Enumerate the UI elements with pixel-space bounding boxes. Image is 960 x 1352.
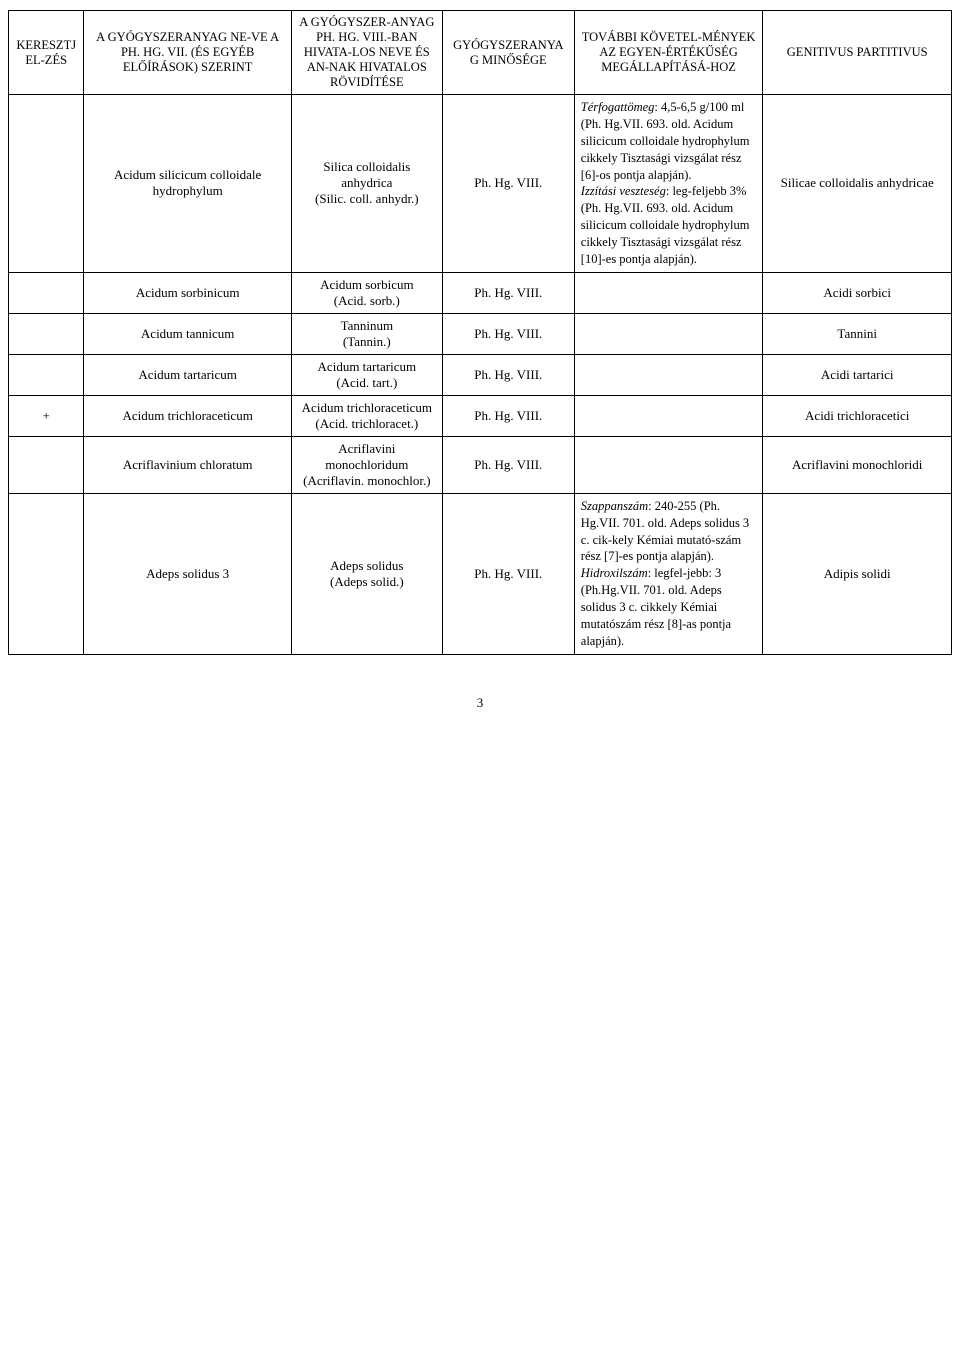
cell-genitivus: Acidi sorbici	[763, 272, 952, 313]
cell-requirements: Térfogattömeg: 4,5-6,5 g/100 ml (Ph. Hg.…	[574, 95, 763, 273]
cell-genitivus: Acidi trichloracetici	[763, 395, 952, 436]
cell-requirements	[574, 436, 763, 493]
cell-cross: +	[9, 395, 84, 436]
table-row: Adeps solidus 3Adeps solidus(Adeps solid…	[9, 493, 952, 654]
cell-requirements	[574, 313, 763, 354]
table-row: Acidum silicicum colloidale hydrophylumS…	[9, 95, 952, 273]
cell-abbrev: Adeps solidus(Adeps solid.)	[291, 493, 442, 654]
header-abbrev: A GYÓGYSZER-ANYAG PH. HG. VIII.-BAN HIVA…	[291, 11, 442, 95]
page-number: 3	[8, 695, 952, 711]
header-gen: GENITIVUS PARTITIVUS	[763, 11, 952, 95]
cell-abbrev: Tanninum(Tannin.)	[291, 313, 442, 354]
cell-genitivus: Adipis solidi	[763, 493, 952, 654]
header-req: TOVÁBBI KÖVETEL-MÉNYEK AZ EGYEN-ÉRTÉKŰSÉ…	[574, 11, 763, 95]
cell-requirements	[574, 354, 763, 395]
cell-genitivus: Tannini	[763, 313, 952, 354]
cell-abbrev: Acidum sorbicum(Acid. sorb.)	[291, 272, 442, 313]
header-quality: GYÓGYSZERANYAG MINŐSÉGE	[442, 11, 574, 95]
cell-quality: Ph. Hg. VIII.	[442, 354, 574, 395]
cell-name: Acidum silicicum colloidale hydrophylum	[84, 95, 291, 273]
cell-abbrev: Acidum trichloraceticum(Acid. trichlorac…	[291, 395, 442, 436]
cell-cross	[9, 436, 84, 493]
cell-requirements	[574, 395, 763, 436]
cell-name: Acidum sorbinicum	[84, 272, 291, 313]
cell-quality: Ph. Hg. VIII.	[442, 272, 574, 313]
cell-name: Acidum trichloraceticum	[84, 395, 291, 436]
cell-name: Acriflavinium chloratum	[84, 436, 291, 493]
cell-quality: Ph. Hg. VIII.	[442, 395, 574, 436]
header-cross: KERESZTJEL-ZÉS	[9, 11, 84, 95]
cell-cross	[9, 354, 84, 395]
cell-abbrev: Acriflavini monochloridum(Acriflavin. mo…	[291, 436, 442, 493]
cell-quality: Ph. Hg. VIII.	[442, 436, 574, 493]
cell-name: Acidum tannicum	[84, 313, 291, 354]
pharma-table: KERESZTJEL-ZÉS A GYÓGYSZERANYAG NE-VE A …	[8, 10, 952, 655]
table-row: Acidum tannicumTanninum(Tannin.)Ph. Hg. …	[9, 313, 952, 354]
table-row: Acidum tartaricumAcidum tartaricum(Acid.…	[9, 354, 952, 395]
cell-genitivus: Silicae colloidalis anhydricae	[763, 95, 952, 273]
cell-cross	[9, 493, 84, 654]
table-row: +Acidum trichloraceticumAcidum trichlora…	[9, 395, 952, 436]
cell-cross	[9, 95, 84, 273]
cell-name: Adeps solidus 3	[84, 493, 291, 654]
cell-quality: Ph. Hg. VIII.	[442, 313, 574, 354]
cell-name: Acidum tartaricum	[84, 354, 291, 395]
cell-quality: Ph. Hg. VIII.	[442, 95, 574, 273]
cell-genitivus: Acidi tartarici	[763, 354, 952, 395]
cell-genitivus: Acriflavini monochloridi	[763, 436, 952, 493]
cell-abbrev: Acidum tartaricum(Acid. tart.)	[291, 354, 442, 395]
cell-abbrev: Silica colloidalis anhydrica(Silic. coll…	[291, 95, 442, 273]
table-body: Acidum silicicum colloidale hydrophylumS…	[9, 95, 952, 655]
cell-cross	[9, 272, 84, 313]
cell-requirements: Szappanszám: 240-255 (Ph. Hg.VII. 701. o…	[574, 493, 763, 654]
table-header: KERESZTJEL-ZÉS A GYÓGYSZERANYAG NE-VE A …	[9, 11, 952, 95]
table-row: Acriflavinium chloratumAcriflavini monoc…	[9, 436, 952, 493]
cell-quality: Ph. Hg. VIII.	[442, 493, 574, 654]
header-name: A GYÓGYSZERANYAG NE-VE A PH. HG. VII. (É…	[84, 11, 291, 95]
cell-cross	[9, 313, 84, 354]
table-row: Acidum sorbinicumAcidum sorbicum(Acid. s…	[9, 272, 952, 313]
cell-requirements	[574, 272, 763, 313]
